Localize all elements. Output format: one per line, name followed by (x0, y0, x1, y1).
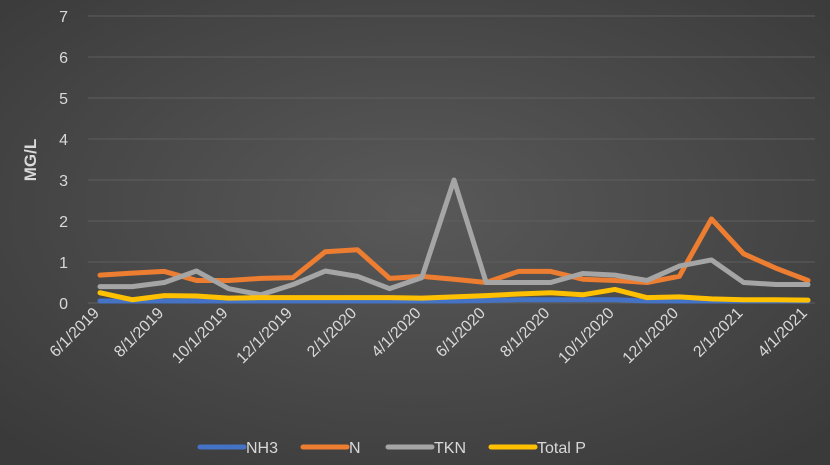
legend-label: N (349, 440, 361, 457)
legend-label: NH3 (246, 440, 278, 457)
y-tick-label: 4 (59, 132, 68, 149)
y-tick-label: 2 (59, 214, 68, 231)
data-line (97, 177, 811, 298)
y-tick-label: 5 (59, 91, 68, 108)
y-tick-label: 3 (59, 173, 68, 190)
legend-label: Total P (537, 440, 586, 457)
y-tick-label: 6 (59, 50, 68, 67)
legend-label: TKN (434, 440, 466, 457)
data-line (97, 286, 811, 303)
data-line (97, 297, 811, 304)
y-tick-label: 0 (59, 296, 68, 313)
y-tick-label: 1 (59, 255, 68, 272)
y-axis-label: MG/L (21, 139, 40, 182)
y-tick-label: 7 (59, 9, 68, 26)
